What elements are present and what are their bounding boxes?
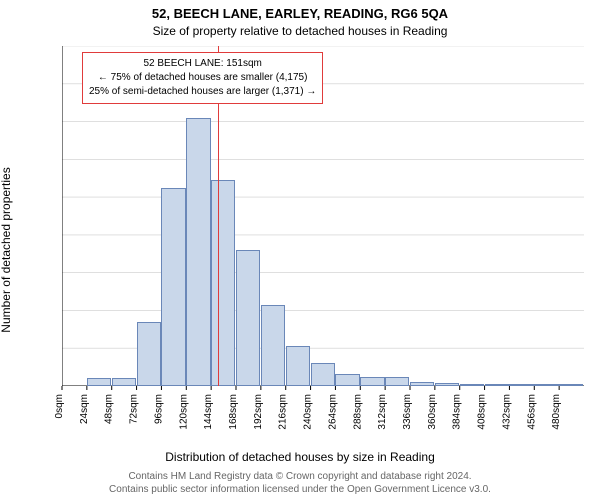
histogram-bar xyxy=(261,305,285,386)
histogram-bar xyxy=(286,346,310,386)
annotation-line3: 25% of semi-detached houses are larger (… xyxy=(89,85,316,99)
svg-text:72sqm: 72sqm xyxy=(129,394,140,424)
chart-container: { "chart":{ "type":"histogram", "title":… xyxy=(0,0,600,500)
histogram-bar xyxy=(137,322,161,386)
histogram-bar xyxy=(112,378,136,387)
chart-title: 52, BEECH LANE, EARLEY, READING, RG6 5QA xyxy=(0,6,600,21)
histogram-bar xyxy=(87,378,111,387)
svg-text:336sqm: 336sqm xyxy=(402,394,413,430)
annotation-line1: 52 BEECH LANE: 151sqm xyxy=(89,57,316,71)
annotation-box: 52 BEECH LANE: 151sqm ← 75% of detached … xyxy=(82,52,323,104)
svg-text:456sqm: 456sqm xyxy=(526,394,537,430)
svg-text:432sqm: 432sqm xyxy=(501,394,512,430)
x-axis-label: Distribution of detached houses by size … xyxy=(0,450,600,464)
svg-text:408sqm: 408sqm xyxy=(477,394,488,430)
svg-text:240sqm: 240sqm xyxy=(303,394,314,430)
histogram-bar xyxy=(311,363,335,386)
svg-text:24sqm: 24sqm xyxy=(79,394,90,424)
plot-area: 020040060080010001200140016001800 52 BEE… xyxy=(62,46,584,386)
histogram-bar xyxy=(385,377,409,386)
histogram-bar xyxy=(161,188,185,386)
svg-text:480sqm: 480sqm xyxy=(551,394,562,430)
attribution-line2: Contains public sector information licen… xyxy=(0,483,600,496)
histogram-bar xyxy=(360,377,384,386)
svg-text:192sqm: 192sqm xyxy=(253,394,264,430)
attribution: Contains HM Land Registry data © Crown c… xyxy=(0,470,600,496)
svg-text:312sqm: 312sqm xyxy=(377,394,388,430)
svg-text:144sqm: 144sqm xyxy=(203,394,214,430)
svg-text:384sqm: 384sqm xyxy=(452,394,463,430)
svg-text:120sqm: 120sqm xyxy=(178,394,189,430)
histogram-bar xyxy=(335,374,359,386)
svg-text:288sqm: 288sqm xyxy=(352,394,363,430)
annotation-line2: ← 75% of detached houses are smaller (4,… xyxy=(89,71,316,85)
y-axis-label: Number of detached properties xyxy=(0,167,13,332)
histogram-bar xyxy=(186,118,210,386)
svg-text:216sqm: 216sqm xyxy=(278,394,289,430)
svg-text:0sqm: 0sqm xyxy=(54,394,65,418)
svg-text:264sqm: 264sqm xyxy=(327,394,338,430)
svg-text:168sqm: 168sqm xyxy=(228,394,239,430)
svg-text:48sqm: 48sqm xyxy=(104,394,115,424)
svg-text:360sqm: 360sqm xyxy=(427,394,438,430)
svg-text:96sqm: 96sqm xyxy=(153,394,164,424)
histogram-bar xyxy=(211,180,235,386)
histogram-bar xyxy=(236,250,260,386)
xticks-svg: 0sqm24sqm48sqm72sqm96sqm120sqm144sqm168s… xyxy=(62,386,584,446)
chart-subtitle: Size of property relative to detached ho… xyxy=(0,24,600,38)
attribution-line1: Contains HM Land Registry data © Crown c… xyxy=(0,470,600,483)
